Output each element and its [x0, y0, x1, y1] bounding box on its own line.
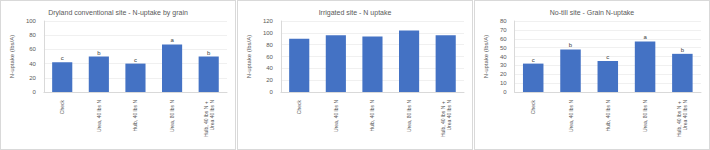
svg-text:Urea 40 lbs N: Urea 40 lbs N	[682, 100, 688, 131]
svg-text:N-uptake (lbs/A): N-uptake (lbs/A)	[246, 35, 252, 78]
svg-text:80: 80	[500, 18, 507, 24]
svg-text:Urea, 80 lbs N: Urea, 80 lbs N	[169, 100, 175, 132]
svg-text:N-uptake (lbs/A): N-uptake (lbs/A)	[9, 35, 15, 78]
svg-text:b: b	[569, 42, 573, 48]
svg-text:40: 40	[29, 61, 36, 67]
svg-text:Check: Check	[59, 100, 65, 115]
svg-text:60: 60	[266, 54, 273, 60]
svg-text:30: 30	[500, 62, 507, 68]
svg-text:20: 20	[500, 71, 507, 77]
svg-text:Check: Check	[296, 100, 302, 115]
svg-text:Urea 40 lbs N: Urea 40 lbs N	[209, 100, 215, 131]
svg-text:10: 10	[500, 80, 507, 86]
svg-text:b: b	[681, 47, 685, 53]
svg-text:70: 70	[500, 27, 507, 33]
svg-text:Hulb, 40 lbs N +: Hulb, 40 lbs N +	[202, 100, 209, 138]
svg-text:Urea, 40 lbs N: Urea, 40 lbs N	[96, 100, 102, 132]
svg-text:80: 80	[266, 42, 273, 48]
svg-text:60: 60	[29, 46, 36, 52]
svg-text:c: c	[606, 54, 609, 60]
svg-text:Hulb, 40 lbs N: Hulb, 40 lbs N	[369, 100, 375, 132]
svg-text:Urea, 80 lbs N: Urea, 80 lbs N	[642, 100, 648, 132]
svg-text:b: b	[207, 50, 211, 56]
svg-text:Hulb, 40 lbs N: Hulb, 40 lbs N	[132, 100, 138, 132]
svg-text:Urea, 40 lbs N: Urea, 40 lbs N	[333, 100, 339, 132]
svg-text:0: 0	[503, 89, 507, 95]
svg-text:b: b	[97, 50, 101, 56]
svg-text:Hulb, 40 lbs N +: Hulb, 40 lbs N +	[439, 100, 446, 138]
svg-text:c: c	[532, 57, 535, 63]
svg-text:0: 0	[33, 89, 37, 95]
svg-text:Dryland conventional site - N-: Dryland conventional site - N-uptake by …	[48, 9, 188, 17]
svg-text:N-uptake (lbs/A): N-uptake (lbs/A)	[483, 35, 489, 78]
svg-text:a: a	[643, 34, 647, 40]
svg-text:a: a	[170, 37, 174, 43]
svg-text:Urea, 80 lbs N: Urea, 80 lbs N	[406, 100, 412, 132]
svg-text:No-till site - Grain N-uptake: No-till site - Grain N-uptake	[550, 9, 635, 17]
svg-text:0: 0	[270, 89, 274, 95]
svg-text:c: c	[134, 57, 137, 63]
svg-text:100: 100	[26, 18, 37, 24]
svg-text:100: 100	[263, 30, 274, 36]
svg-text:50: 50	[500, 45, 507, 51]
svg-text:Urea 40 lbs N: Urea 40 lbs N	[446, 100, 452, 131]
svg-text:Hulb, 40 lbs N: Hulb, 40 lbs N	[605, 100, 611, 132]
svg-text:80: 80	[29, 32, 36, 38]
svg-text:Irrigated site - N uptake: Irrigated site - N uptake	[319, 9, 392, 17]
svg-text:60: 60	[500, 36, 507, 42]
svg-text:Hulb, 40 lbs N +: Hulb, 40 lbs N +	[676, 100, 683, 138]
svg-text:40: 40	[266, 65, 273, 71]
svg-text:20: 20	[29, 75, 36, 81]
svg-text:c: c	[61, 55, 64, 61]
svg-text:40: 40	[500, 54, 507, 60]
svg-text:Check: Check	[530, 100, 536, 115]
svg-text:120: 120	[263, 18, 274, 24]
svg-text:20: 20	[266, 77, 273, 83]
svg-text:Urea, 40 lbs N: Urea, 40 lbs N	[568, 100, 574, 132]
